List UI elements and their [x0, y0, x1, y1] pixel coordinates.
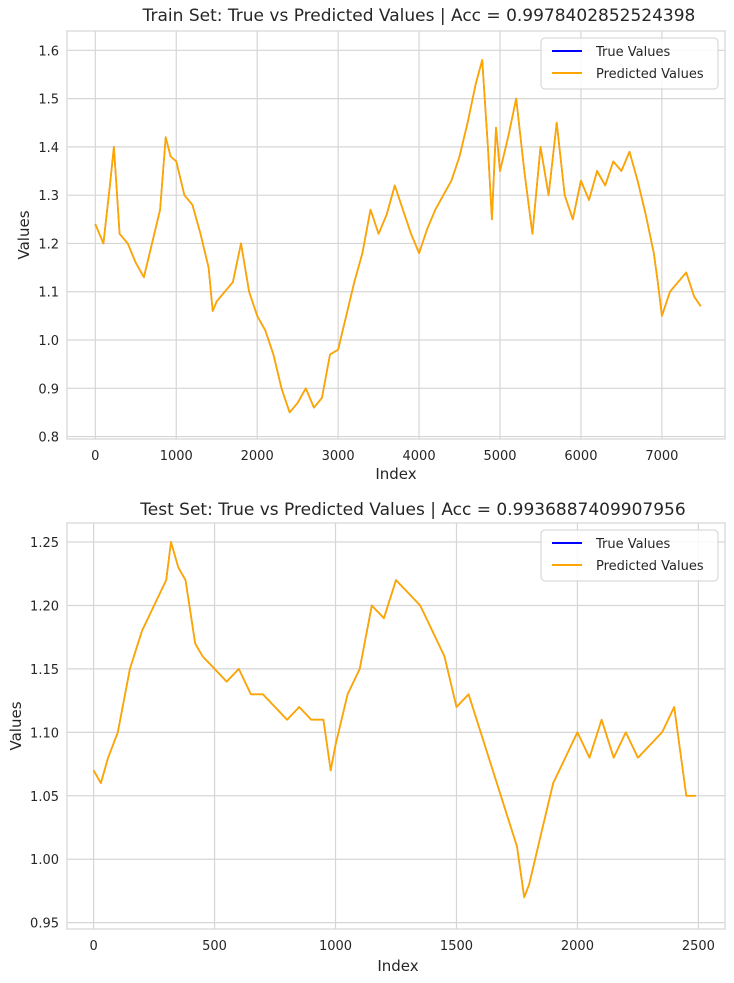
- train-x-tick-label: 3000: [322, 449, 355, 464]
- test-y-tick-label: 1.10: [30, 726, 59, 741]
- test-y-ticks: 0.95 1.00 1.05 1.10 1.15 1.20 1.25: [30, 536, 59, 932]
- train-y-tick-label: 1.1: [38, 286, 59, 301]
- train-x-tick-label: 1000: [160, 449, 193, 464]
- train-y-tick-label: 1.4: [38, 141, 59, 156]
- train-y-tick-label: 0.8: [38, 431, 59, 446]
- test-legend: True Values Predicted Values: [540, 529, 719, 582]
- test-x-tick-label: 1500: [440, 939, 473, 954]
- test-x-ticks: 0 500 1000 1500 2000 2500: [89, 939, 714, 954]
- train-x-tick-label: 4000: [403, 449, 436, 464]
- test-y-tick-label: 1.15: [30, 663, 59, 678]
- train-chart: Train Set: True vs Predicted Values | Ac…: [15, 6, 726, 483]
- train-legend: True Values Predicted Values: [540, 37, 719, 90]
- test-plot-area: [66, 522, 726, 930]
- test-y-tick-label: 0.95: [30, 917, 59, 932]
- test-y-tick-label: 1.25: [30, 536, 59, 551]
- test-predicted-values-line: [92, 541, 696, 899]
- train-legend-label-true: True Values: [595, 45, 670, 60]
- train-y-tick-label: 1.3: [38, 189, 59, 204]
- test-legend-box: [540, 529, 719, 582]
- test-legend-label-predicted: Predicted Values: [596, 559, 704, 574]
- train-grid: [67, 31, 725, 439]
- test-chart: Test Set: True vs Predicted Values | Acc…: [7, 500, 726, 975]
- train-x-ticks: 0 1000 2000 3000 4000 5000 6000 7000: [91, 449, 678, 464]
- train-y-tick-label: 1.2: [38, 237, 59, 252]
- train-predicted-values-line: [94, 59, 702, 414]
- test-y-tick-label: 1.00: [30, 853, 59, 868]
- test-y-axis-label: Values: [7, 701, 25, 750]
- train-legend-label-predicted: Predicted Values: [596, 67, 704, 82]
- test-y-tick-label: 1.20: [30, 599, 59, 614]
- train-y-tick-label: 1.6: [38, 44, 59, 59]
- train-x-tick-label: 0: [91, 449, 99, 464]
- train-y-axis-label: Values: [15, 210, 33, 259]
- test-x-tick-label: 0: [89, 939, 97, 954]
- train-lines: [94, 59, 702, 414]
- test-x-tick-label: 2000: [561, 939, 594, 954]
- test-legend-label-true: True Values: [595, 537, 670, 552]
- train-y-ticks: 0.8 0.9 1.0 1.1 1.2 1.3 1.4 1.5 1.6: [38, 44, 59, 445]
- test-x-axis-label: Index: [377, 957, 418, 975]
- test-chart-title: Test Set: True vs Predicted Values | Acc…: [139, 500, 685, 520]
- test-x-tick-label: 500: [202, 939, 227, 954]
- test-x-tick-label: 1000: [319, 939, 352, 954]
- train-x-tick-label: 5000: [483, 449, 516, 464]
- train-y-tick-label: 1.0: [38, 334, 59, 349]
- train-x-axis-label: Index: [375, 465, 416, 483]
- train-legend-box: [540, 37, 719, 90]
- train-chart-title: Train Set: True vs Predicted Values | Ac…: [142, 6, 696, 26]
- train-x-tick-label: 2000: [241, 449, 274, 464]
- train-y-tick-label: 1.5: [38, 93, 59, 108]
- test-grid: [67, 523, 725, 929]
- train-y-tick-label: 0.9: [38, 382, 59, 397]
- test-y-tick-label: 1.05: [30, 790, 59, 805]
- train-x-tick-label: 7000: [645, 449, 678, 464]
- train-plot-area: [66, 30, 726, 440]
- test-lines: [92, 541, 696, 899]
- train-x-tick-label: 6000: [564, 449, 597, 464]
- test-x-tick-label: 2500: [682, 939, 715, 954]
